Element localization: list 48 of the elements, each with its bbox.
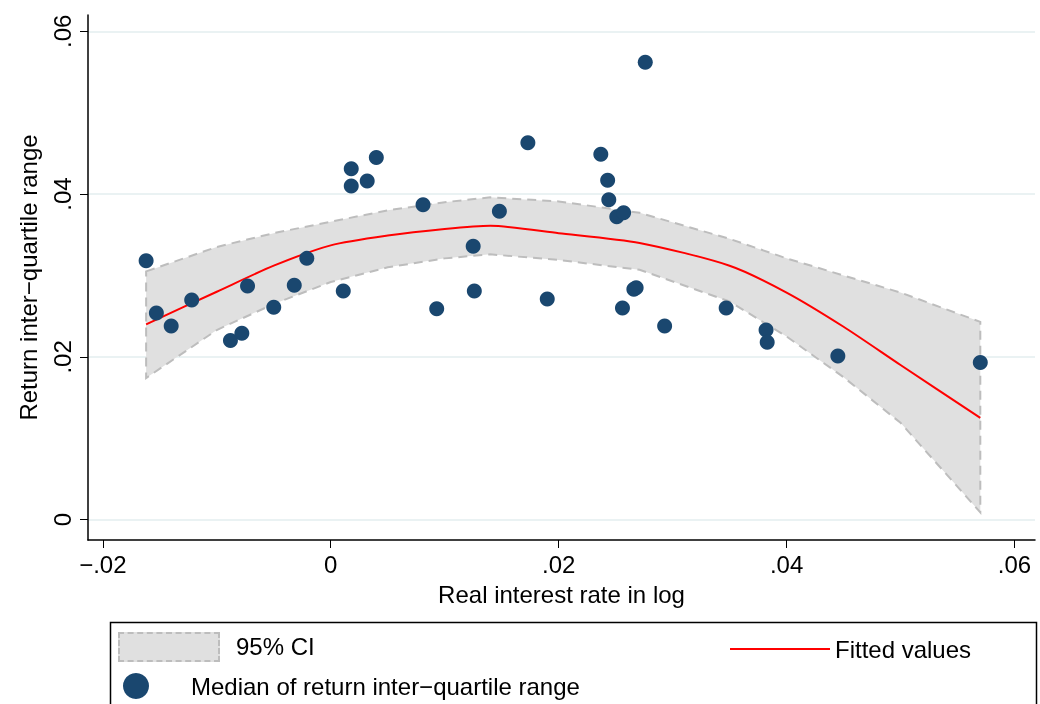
point <box>637 54 653 70</box>
line-series <box>145 224 982 419</box>
point <box>335 283 351 299</box>
point <box>657 318 673 334</box>
point <box>368 149 384 165</box>
point <box>465 238 481 254</box>
point <box>593 146 609 162</box>
point <box>520 135 536 151</box>
y-tick-label: .02 <box>48 340 76 374</box>
point <box>972 355 988 371</box>
point <box>266 299 282 315</box>
point <box>184 292 200 308</box>
point <box>466 283 482 299</box>
point <box>491 203 507 219</box>
legend-label: Fitted values <box>835 635 972 663</box>
point <box>539 291 555 307</box>
x-tick-label: .06 <box>997 550 1032 578</box>
point <box>759 334 775 350</box>
point <box>830 348 846 364</box>
y-tick-label: .06 <box>48 14 76 48</box>
point <box>234 325 250 341</box>
text: 95% CI <box>236 633 315 661</box>
point <box>600 172 616 188</box>
x-axis-title: Real interest rate in log <box>438 580 685 608</box>
point <box>601 192 617 208</box>
point <box>343 161 359 177</box>
point <box>718 300 734 316</box>
legend-label: Median of return inter−quartile range <box>191 672 580 700</box>
y-tick-label: .04 <box>48 177 76 211</box>
point <box>614 300 630 316</box>
point <box>138 253 154 269</box>
y-tick-label: 0 <box>48 512 76 527</box>
point <box>286 277 302 293</box>
point <box>429 301 445 317</box>
x-tick-label: −.02 <box>79 550 127 578</box>
point <box>148 305 164 321</box>
point <box>359 173 375 189</box>
x-tick-label: .04 <box>769 550 804 578</box>
x-tick-label: 0 <box>324 550 338 578</box>
point <box>222 333 238 349</box>
point <box>616 205 632 221</box>
point <box>415 197 431 213</box>
point <box>343 178 359 194</box>
point <box>240 278 256 294</box>
x-tick-label: .02 <box>541 550 576 578</box>
point <box>299 250 315 266</box>
point <box>163 318 179 334</box>
y-axis-title: Return inter−quartile range <box>14 134 42 421</box>
